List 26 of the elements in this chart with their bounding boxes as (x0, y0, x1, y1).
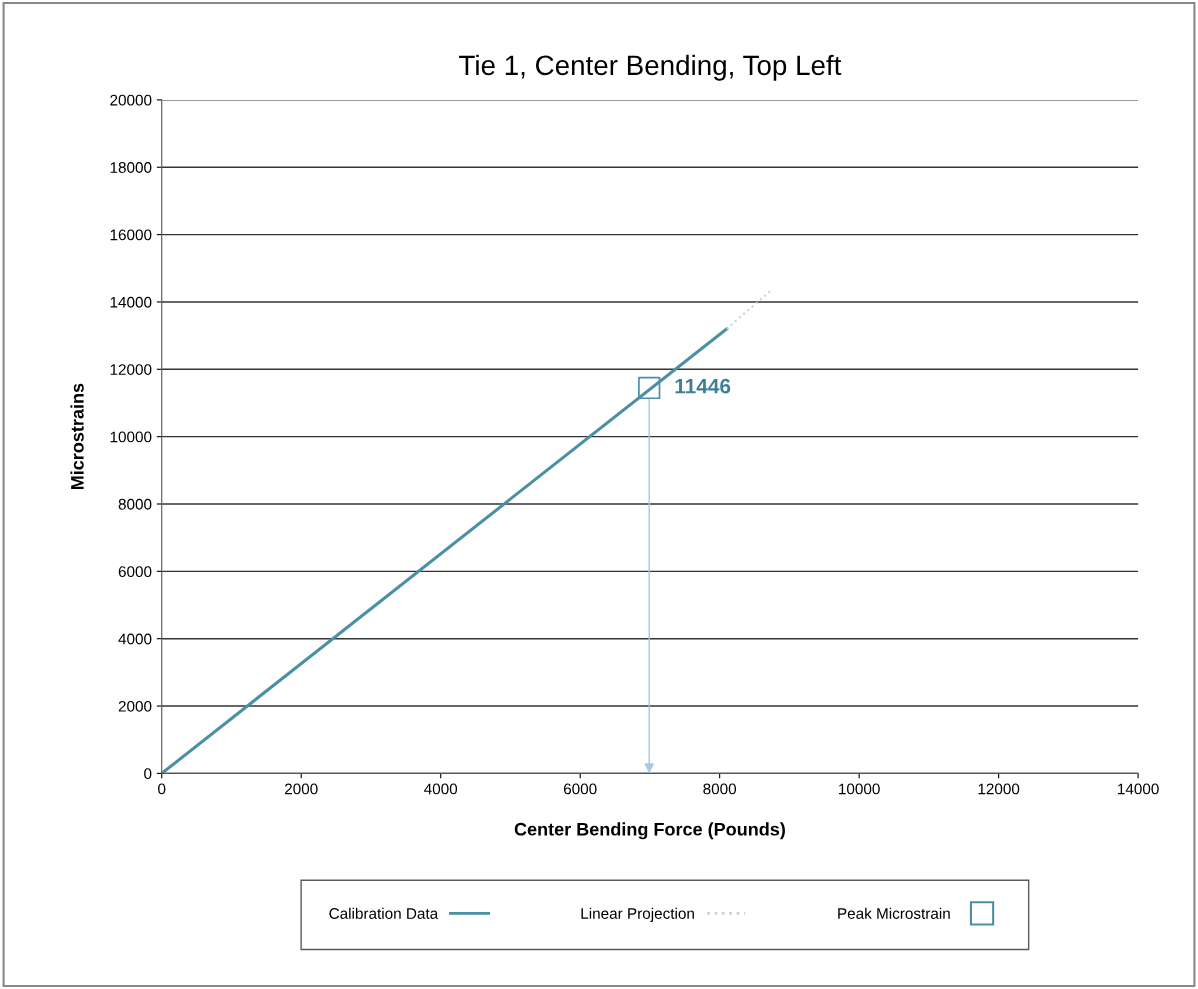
x-tick-label: 10000 (839, 783, 880, 795)
y-tick-label: 6000 (118, 566, 152, 578)
y-tick-label: 8000 (118, 498, 152, 510)
y-tick-label: 0 (144, 768, 152, 780)
y-tick-label: 4000 (118, 633, 152, 645)
y-tick-label: 2000 (118, 700, 152, 712)
x-tick-label: 6000 (563, 783, 597, 795)
y-tick-label: 20000 (110, 94, 152, 106)
legend-label: Calibration Data (329, 907, 439, 919)
legend-label: Peak Microstrain (838, 907, 950, 919)
y-axis-title: Microstrains (70, 383, 84, 490)
y-tick-label: 10000 (110, 431, 152, 443)
x-axis-title: Center Bending Force (Pounds) (514, 822, 785, 840)
x-tick-label: 8000 (703, 783, 737, 795)
y-tick-label: 14000 (110, 296, 152, 308)
x-tick-label: 0 (158, 783, 166, 795)
chart-title: Tie 1, Center Bending, Top Left (459, 54, 842, 81)
legend-label: Linear Projection (581, 907, 694, 922)
y-tick-label: 18000 (110, 162, 152, 173)
annotation: 11446 (675, 378, 731, 394)
y-tick-label: 16000 (110, 229, 152, 241)
x-tick-label: 12000 (978, 783, 1020, 795)
y-tick-label: 12000 (110, 364, 152, 375)
x-tick-label: 2000 (284, 783, 318, 795)
x-tick-label: 14000 (1118, 783, 1159, 795)
x-tick-label: 4000 (424, 783, 458, 795)
